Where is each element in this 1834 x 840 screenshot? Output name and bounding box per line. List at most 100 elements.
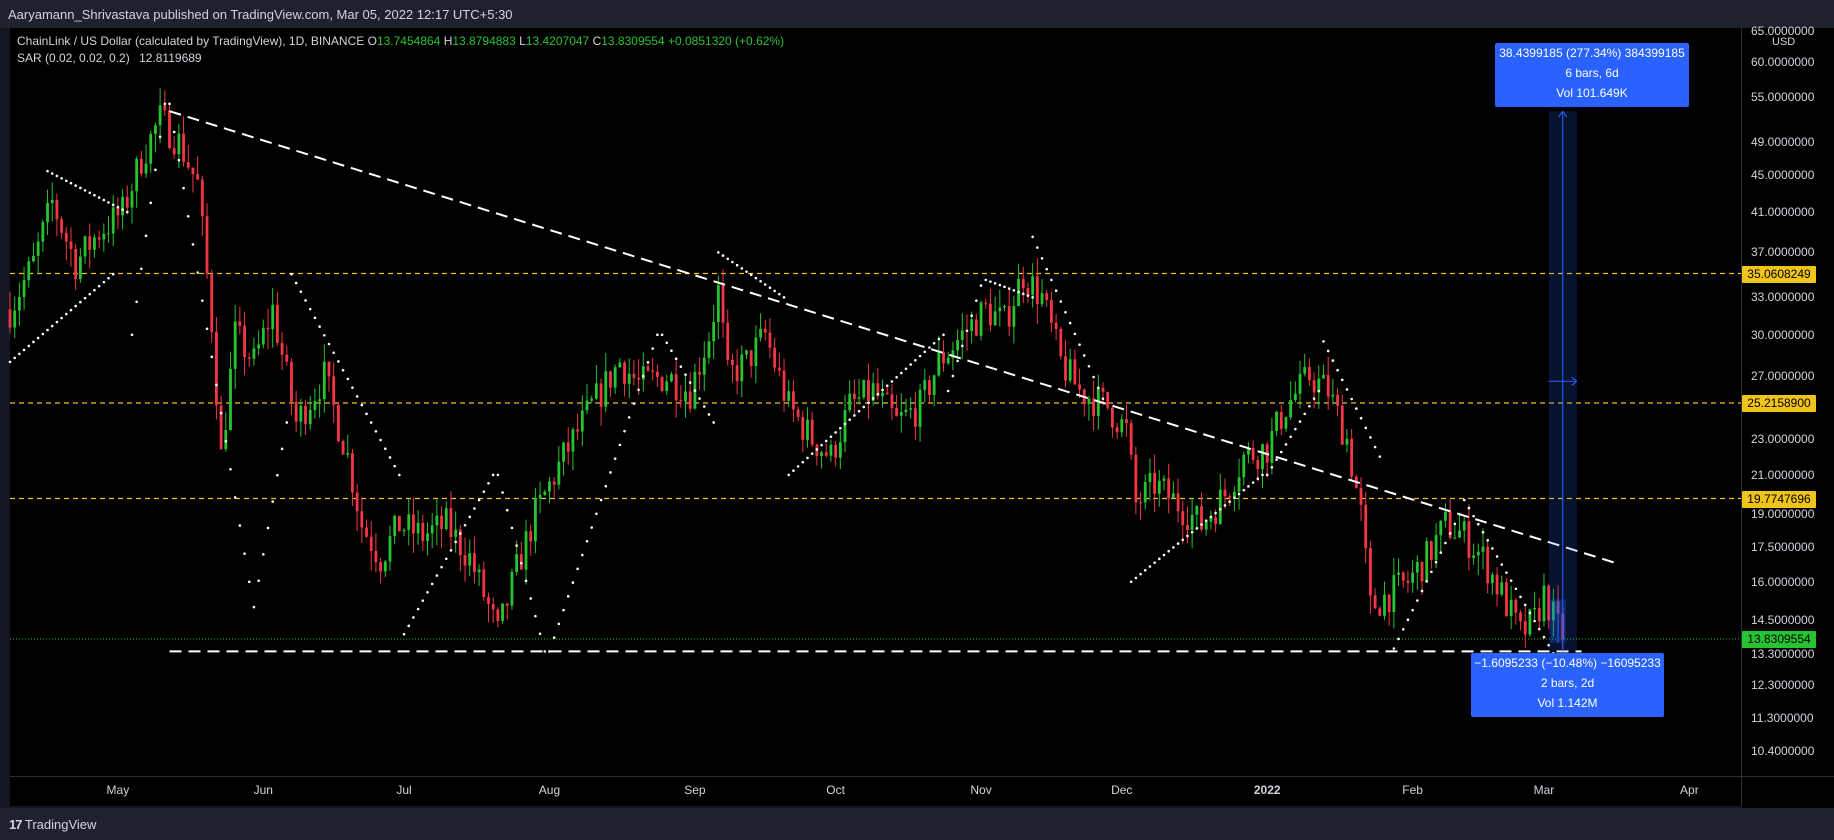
drawings	[169, 110, 1615, 653]
sar-dot	[266, 526, 270, 530]
sar-dot	[215, 383, 218, 387]
candle	[1209, 510, 1213, 530]
sar-dot	[430, 582, 434, 586]
candle	[93, 234, 96, 258]
candle-body	[346, 452, 350, 455]
trendline[interactable]	[169, 110, 1615, 564]
sar-dot	[1303, 412, 1307, 416]
candle-body	[852, 393, 856, 399]
candle	[1153, 454, 1157, 513]
candle-body	[243, 325, 246, 358]
candle	[904, 398, 908, 417]
candle	[1223, 478, 1227, 509]
sar-dot	[1139, 572, 1142, 576]
candle	[773, 338, 777, 373]
candle	[186, 144, 190, 170]
sar-dot	[262, 553, 265, 556]
sar-dot	[1223, 504, 1227, 507]
candle-body	[74, 249, 78, 280]
candle	[1434, 523, 1438, 568]
sar-dot	[684, 373, 687, 376]
sar-dot	[740, 267, 744, 270]
sar-dot	[787, 473, 791, 477]
sar-dot	[1228, 500, 1231, 503]
indicator-legend[interactable]: SAR (0.02, 0.02, 0.2) 12.8119689	[17, 51, 202, 65]
sar-dot	[426, 590, 429, 594]
candle	[899, 393, 903, 433]
sar-dot	[829, 435, 833, 438]
candle-body	[1012, 306, 1016, 327]
price-tick-label: 65.0000000	[1751, 24, 1815, 38]
sar-dot	[79, 186, 82, 190]
time-axis[interactable]	[10, 776, 1741, 806]
candle	[1125, 404, 1128, 437]
candle-body	[1120, 419, 1124, 433]
price-chart[interactable]	[0, 0, 1834, 808]
candle	[430, 513, 434, 549]
candle	[435, 499, 439, 546]
candle	[491, 597, 495, 624]
candle	[383, 559, 387, 577]
sar-dot	[435, 574, 439, 577]
sar-dot	[585, 539, 589, 543]
sar-dot	[1392, 647, 1396, 650]
sar-dot	[97, 284, 101, 288]
sar-dot	[637, 388, 640, 392]
sar-dot	[839, 426, 842, 430]
sar-dot	[641, 374, 645, 378]
tradingview-logo[interactable]: 17 TradingView	[9, 817, 97, 832]
price-axis[interactable]	[1742, 28, 1834, 808]
candle-body	[440, 515, 443, 530]
candle-body	[590, 398, 594, 401]
sar-dot	[50, 172, 54, 175]
candle	[1275, 410, 1278, 436]
sar-dot	[1204, 519, 1208, 522]
sar-dot	[1326, 349, 1330, 353]
candle	[552, 477, 556, 498]
candle	[17, 282, 21, 326]
sar-dot	[1181, 538, 1185, 542]
candle	[580, 395, 584, 447]
measure-down-box[interactable]: −1.6095233 (−10.48%) −16095233 2 bars, 2…	[1471, 653, 1664, 717]
measure-up-box[interactable]: 38.4399185 (277.34%) 384399185 6 bars, 6…	[1495, 43, 1689, 107]
candle	[857, 378, 861, 405]
measure-tools	[1548, 110, 1578, 652]
candle-body	[17, 296, 21, 311]
sar-dot	[773, 289, 776, 293]
candle	[369, 521, 373, 571]
candle	[1476, 543, 1480, 575]
candle-body	[1317, 378, 1321, 393]
candle-body	[552, 481, 556, 485]
sar-dot	[806, 456, 809, 460]
candle-body	[1242, 454, 1246, 478]
sar-dot	[276, 473, 279, 477]
candle-body	[393, 515, 397, 537]
candle	[1035, 258, 1039, 324]
candle-body	[200, 179, 204, 217]
candle-body	[1303, 367, 1307, 374]
sar-dot	[332, 351, 335, 355]
candle	[36, 232, 40, 275]
candle	[1383, 581, 1386, 620]
indicator-title[interactable]: SAR (0.02, 0.02, 0.2)	[17, 51, 130, 65]
sar-dot	[918, 354, 922, 358]
candle	[1054, 314, 1058, 340]
sar-dot	[459, 532, 462, 535]
symbol-title[interactable]: ChainLink / US Dollar (calculated by Tra…	[17, 34, 365, 48]
candle	[1500, 575, 1504, 597]
sar-dot	[1045, 267, 1049, 271]
time-tick-label: Dec	[1111, 783, 1133, 797]
price-tick-label: 45.0000000	[1751, 168, 1815, 183]
candle-body	[998, 307, 1002, 312]
sar-dot	[904, 367, 908, 371]
candle-body	[1392, 574, 1396, 613]
candle	[125, 185, 129, 215]
candle	[1303, 353, 1307, 377]
candle-body	[83, 236, 87, 257]
sar-dot	[477, 498, 481, 502]
candle	[1279, 404, 1283, 436]
candle	[820, 450, 823, 469]
sar-dot	[998, 283, 1002, 287]
candle	[618, 358, 622, 369]
sar-dot	[1434, 560, 1438, 564]
